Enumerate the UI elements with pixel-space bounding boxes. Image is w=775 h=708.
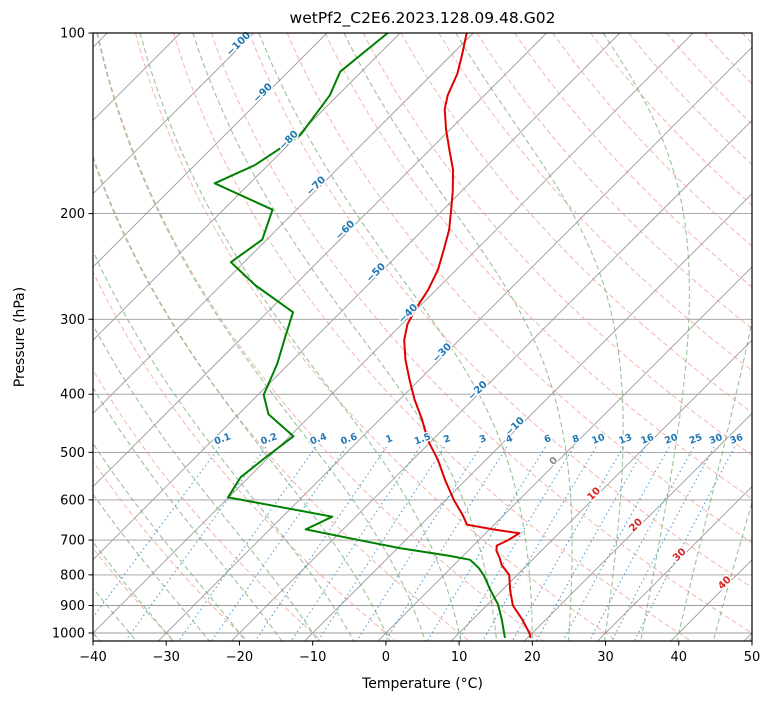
y-axis-ticks: 100 200 300 400 500 600 700 800 900 1000 [52,27,93,642]
x-tick-label: −10 [299,650,326,665]
y-tick-label: 100 [60,27,85,42]
dry-adiabat-lines [93,33,752,641]
x-tick-label: −30 [153,650,180,665]
isotherm-label: −70 [305,175,329,199]
x-tick-label: 0 [382,650,390,665]
y-axis-label: Pressure (hPa) [12,287,28,387]
dewpoint-profile-line [213,33,506,639]
x-tick-label: 30 [597,650,614,665]
chart-title: wetPf2_C2E6.2023.128.09.48.G02 [290,9,556,28]
isotherm-lines [93,33,752,641]
isotherm-label: 0 [548,455,561,468]
isotherm-label: 20 [627,517,645,535]
x-tick-label: 40 [671,650,688,665]
y-tick-label: 1000 [52,627,85,642]
x-tick-label: 50 [744,650,761,665]
isobar-gridlines [93,33,752,634]
sounding-profiles [213,33,532,639]
y-tick-label: 300 [60,313,85,328]
plot-content [93,33,752,641]
mixing-ratio-label: 3 [478,433,488,446]
x-axis-label: Temperature (°C) [361,676,483,692]
x-tick-label: 20 [524,650,541,665]
mixing-ratio-label: 0.2 [259,431,279,447]
isotherm-label: −50 [364,261,388,285]
isotherm-label: −60 [334,219,358,243]
mixing-ratio-label: 2 [442,433,452,446]
y-tick-label: 700 [60,534,85,549]
isotherm-label: −30 [431,341,455,365]
mixing-ratio-label: 1 [384,433,394,446]
x-tick-label: 10 [451,650,468,665]
mixing-ratio-label: 30 [708,432,725,447]
mixing-ratio-label: 25 [688,432,704,447]
mixing-ratio-label: 0.1 [213,431,233,447]
axes-ticks: −40 −30 −20 −10 0 10 20 30 40 5010020030040050060… [52,27,760,666]
isotherm-label: 10 [585,485,603,503]
x-axis-ticks: −40 −30 −20 −10 0 10 20 30 40 50 [79,641,760,665]
y-tick-label: 800 [60,568,85,583]
plot-frame [92,32,753,642]
mixing-ratio-label: 13 [617,432,633,447]
isotherm-label: −80 [277,129,301,153]
mixing-ratio-lines [93,446,736,641]
mixing-ratio-label: 6 [543,433,553,446]
temperature-profile-line [403,33,532,639]
moist-adiabat-lines [93,33,752,641]
y-tick-label: 200 [60,207,85,222]
y-tick-label: 400 [60,388,85,403]
isotherm-label: −100 [225,30,253,58]
mixing-ratio-label: 0.6 [339,431,359,447]
y-tick-label: 900 [60,599,85,614]
x-tick-label: −40 [79,650,106,665]
y-tick-label: 500 [60,446,85,461]
isotherm-label: −20 [466,379,490,403]
mixing-ratio-label: 0.4 [309,431,329,447]
x-tick-label: −20 [226,650,253,665]
mixing-ratio-label: 16 [639,432,656,447]
isotherm-label: 30 [671,546,689,564]
y-tick-label: 600 [60,493,85,508]
